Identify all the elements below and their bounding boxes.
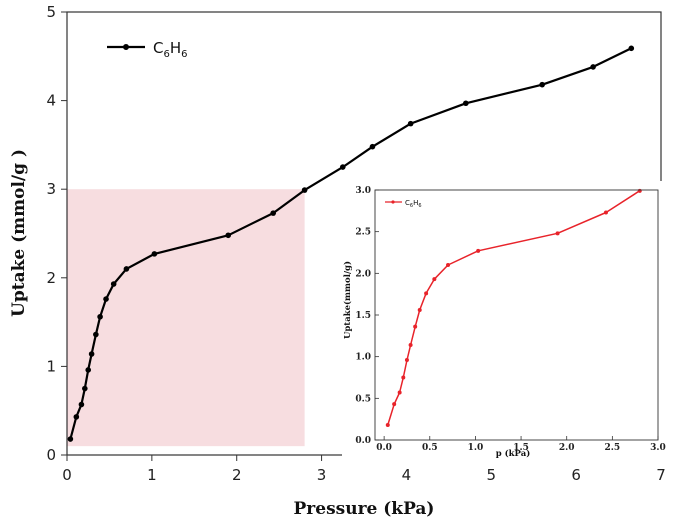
main-chart: 0 1 2 3 4 5 6 7 0 1 2 3 4 5 Pressure (kPa) Uptake (mm… xyxy=(9,3,666,519)
inset-data-point xyxy=(637,188,642,193)
inset-data-point xyxy=(432,277,437,282)
main-data-point xyxy=(407,120,414,127)
main-data-point xyxy=(85,367,92,373)
inset-x-tick-label: 1.0 xyxy=(468,443,484,453)
inset-legend: C6H6 xyxy=(385,199,422,209)
inset-x-tick-label: 2.5 xyxy=(605,443,621,453)
main-y-tick-label: 3 xyxy=(46,180,56,198)
main-data-point xyxy=(339,164,346,170)
main-x-tick-label: 7 xyxy=(656,466,666,484)
inset-y-tick-label: 1.0 xyxy=(355,353,371,363)
inset-data-point xyxy=(397,390,402,395)
main-x-tick-label: 4 xyxy=(402,466,412,484)
inset-plot-marks xyxy=(385,188,642,427)
inset-data-point xyxy=(555,231,560,236)
main-data-point xyxy=(88,351,95,357)
main-data-point xyxy=(301,187,308,193)
inset-axis-ticks: 0.0 0.5 1.0 1.5 2.0 2.5 3.0 0.0 0.5 1.0 1.5 2.0 2.5 3… xyxy=(355,186,666,453)
main-series-line xyxy=(69,47,632,440)
inset-data-point xyxy=(603,210,608,215)
main-data-point xyxy=(93,331,99,338)
main-plot-marks xyxy=(67,45,635,442)
inset-x-tick-label: 2.0 xyxy=(559,443,575,453)
inset-legend-marker-swatch xyxy=(391,200,395,204)
main-y-tick-label: 4 xyxy=(46,92,56,110)
main-x-tick-label: 0 xyxy=(62,466,72,484)
inset-y-tick-label: 2.5 xyxy=(355,228,371,238)
inset-data-point xyxy=(401,375,406,380)
main-x-tick-label: 1 xyxy=(147,466,157,484)
main-y-tick-label: 5 xyxy=(46,3,56,21)
inset-data-point xyxy=(404,358,409,362)
main-axis-ticks: 0 1 2 3 4 5 6 7 0 1 2 3 4 5 xyxy=(46,3,665,484)
inset-x-axis-title: p (kPa) xyxy=(496,448,531,459)
inset-x-tick-label: 3.0 xyxy=(650,443,666,453)
inset-y-tick-label: 2.0 xyxy=(355,269,371,279)
main-data-point xyxy=(67,436,74,442)
inset-data-point xyxy=(392,402,397,407)
main-y-axis-title: Uptake (mmol/g ) xyxy=(9,149,29,317)
main-data-point xyxy=(123,266,130,272)
main-legend-label: C6H6 xyxy=(153,39,188,60)
main-data-point xyxy=(463,100,469,107)
main-data-point xyxy=(590,64,596,70)
main-data-point xyxy=(78,401,85,408)
inset-y-tick-label: 3.0 xyxy=(355,186,371,196)
main-data-point xyxy=(270,210,277,216)
main-x-axis-title: Pressure (kPa) xyxy=(294,499,435,519)
inset-data-point xyxy=(424,291,429,296)
main-x-tick-label: 5 xyxy=(487,466,497,484)
inset-x-tick-label: 0.5 xyxy=(422,443,438,453)
inset-chart: 0.0 0.5 1.0 1.5 2.0 2.5 3.0 0.0 0.5 1.0 1.5 2.0 2.5 3… xyxy=(342,181,672,461)
inset-x-tick-label: 1.5 xyxy=(513,443,529,453)
main-data-point xyxy=(110,281,117,287)
main-data-point xyxy=(369,143,376,150)
inset-data-point xyxy=(417,308,422,312)
main-legend: C6H6 xyxy=(107,39,188,60)
main-y-tick-label: 2 xyxy=(46,269,56,287)
main-data-point xyxy=(73,414,80,420)
inset-background xyxy=(342,181,672,461)
main-data-point xyxy=(539,81,545,88)
main-x-tick-label: 2 xyxy=(232,466,242,484)
main-data-point xyxy=(628,45,635,52)
main-y-tick-label: 1 xyxy=(46,357,56,375)
main-data-point xyxy=(82,385,88,392)
inset-data-point xyxy=(385,423,390,427)
inset-data-point xyxy=(476,248,481,253)
inset-legend-label: C6H6 xyxy=(405,199,422,209)
inset-data-point xyxy=(446,263,451,267)
main-y-tick-label: 0 xyxy=(46,446,56,464)
main-x-tick-label: 3 xyxy=(317,466,327,484)
main-data-point xyxy=(103,296,109,302)
main-data-point xyxy=(225,232,232,239)
main-data-point xyxy=(151,251,158,257)
highlighted-region xyxy=(67,189,305,447)
main-legend-marker-swatch xyxy=(123,44,129,50)
main-data-point xyxy=(97,313,103,320)
inset-y-tick-label: 1.5 xyxy=(355,311,371,321)
inset-x-tick-label: 0.0 xyxy=(376,443,392,453)
inset-y-tick-label: 0.5 xyxy=(355,394,371,404)
main-x-tick-label: 6 xyxy=(571,466,581,484)
inset-data-point xyxy=(413,324,418,329)
inset-y-tick-label: 0.0 xyxy=(355,436,371,446)
inset-y-axis-title: Uptake(mmol/g) xyxy=(342,261,353,339)
inset-data-point xyxy=(408,343,413,347)
